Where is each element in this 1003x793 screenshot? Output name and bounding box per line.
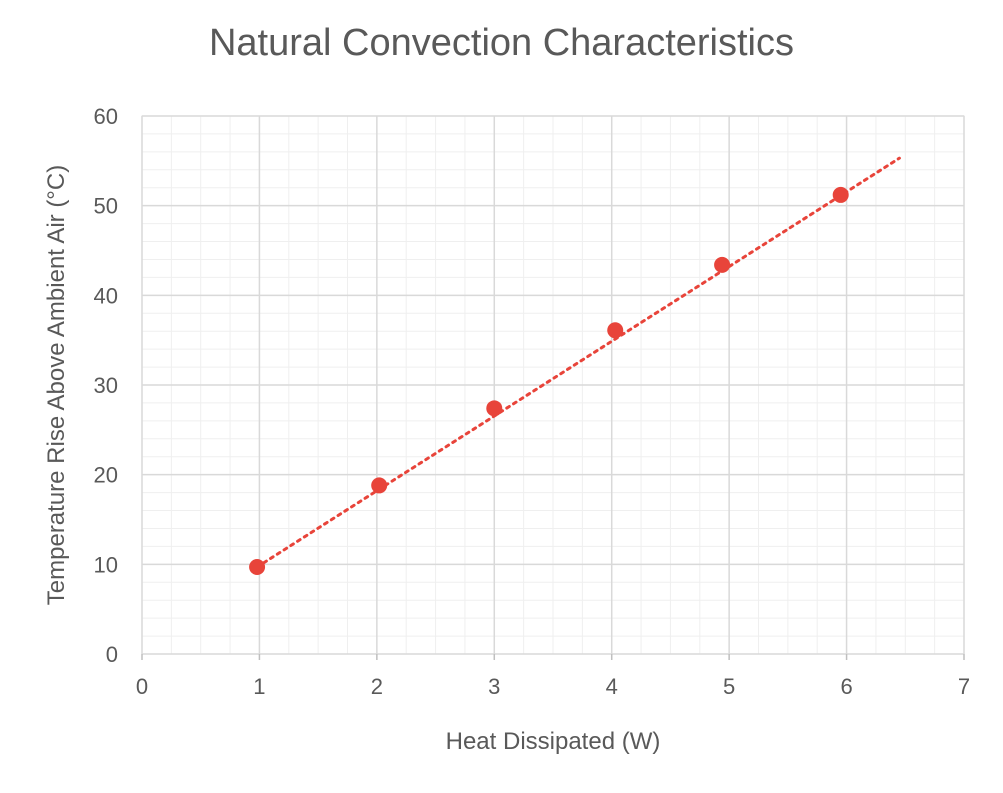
x-tick-label: 3: [488, 674, 500, 699]
data-point: [371, 477, 388, 494]
x-tick-label: 7: [958, 674, 970, 699]
data-points: [249, 186, 849, 576]
x-tick-label: 6: [840, 674, 852, 699]
x-axis-title: Heat Dissipated (W): [446, 728, 661, 755]
data-point: [714, 256, 731, 273]
x-tick-label: 2: [371, 674, 383, 699]
y-axis-title: Temperature Rise Above Ambient Air (°C): [43, 165, 70, 605]
y-tick-label: 0: [106, 642, 118, 667]
x-tick-label: 0: [136, 674, 148, 699]
x-tick-label: 1: [253, 674, 265, 699]
y-tick-label: 40: [94, 283, 118, 308]
trendline: [255, 156, 901, 569]
y-tick-label: 20: [94, 463, 118, 488]
data-point: [832, 186, 849, 203]
x-tick-label: 4: [606, 674, 618, 699]
x-tick-label: 5: [723, 674, 735, 699]
y-tick-label: 10: [94, 552, 118, 577]
y-tick-label: 50: [94, 194, 118, 219]
data-point: [607, 322, 624, 339]
chart-title: Natural Convection Characteristics: [208, 22, 794, 64]
data-point: [249, 559, 266, 576]
data-point: [486, 400, 503, 417]
y-axis-ticks: 0 10 20 30 40 50 60: [94, 104, 118, 667]
x-axis-ticks: 0 1 2 3 4 5 6 7: [136, 654, 970, 699]
plot-area: [141, 115, 965, 655]
y-tick-label: 60: [94, 104, 118, 129]
y-tick-label: 30: [94, 373, 118, 398]
